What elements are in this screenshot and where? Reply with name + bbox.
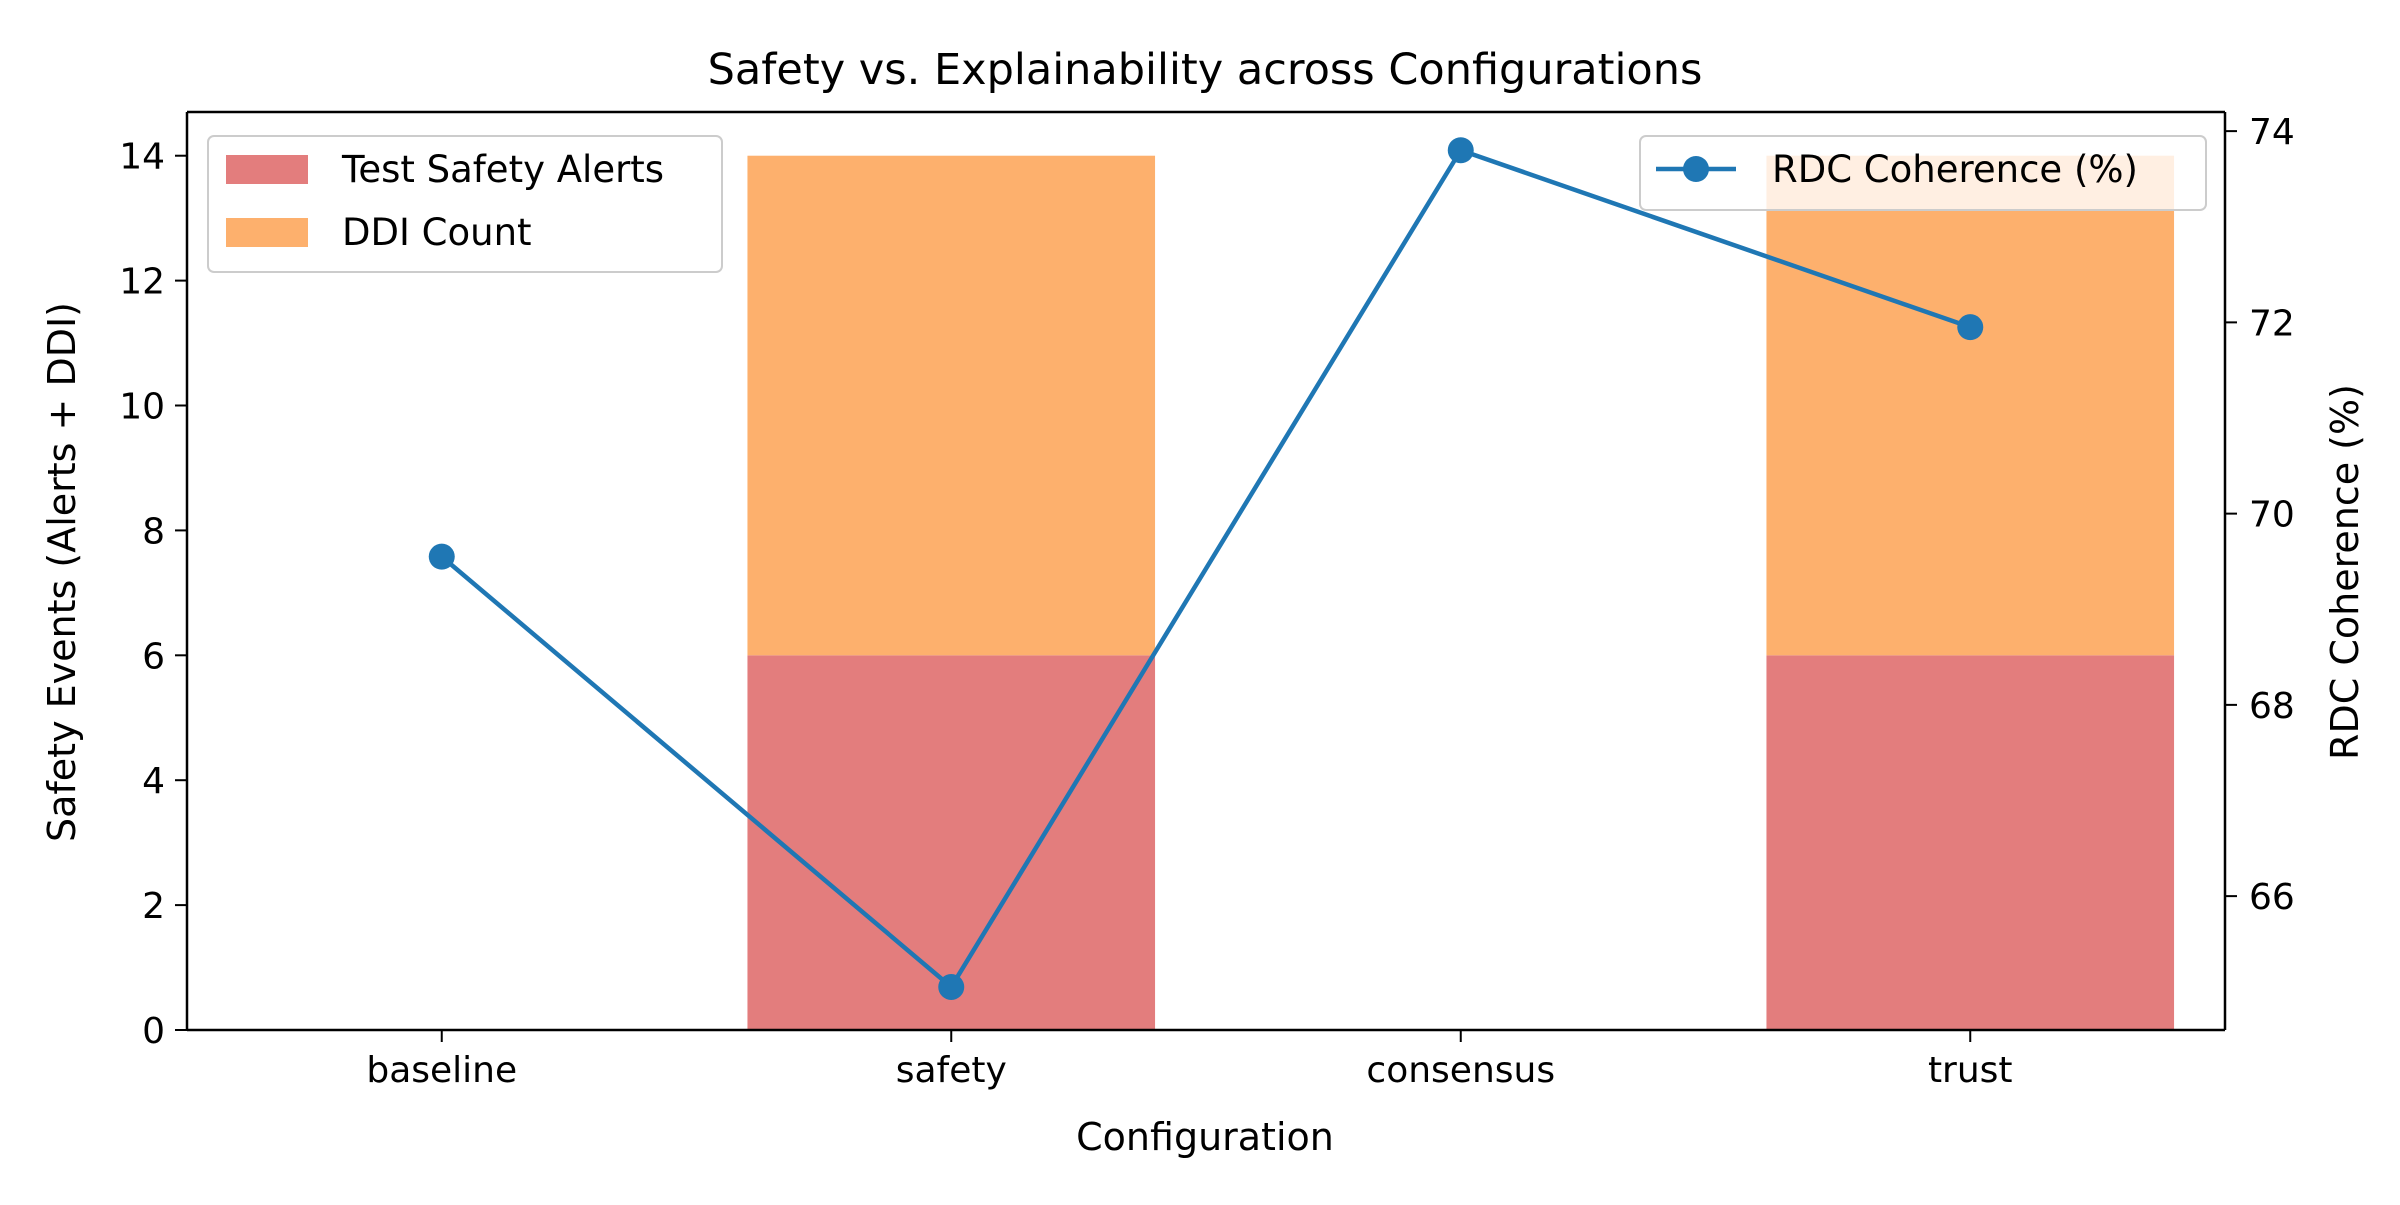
y2-tick-label: 66 <box>2249 877 2295 918</box>
x-tick-label: safety <box>896 1050 1007 1091</box>
y2-tick-label: 68 <box>2249 686 2295 727</box>
line-rdc-coherence <box>440 148 1971 990</box>
legend-bars-frame <box>207 135 723 273</box>
point-rdc-coherence-trust <box>1957 314 1984 341</box>
point-rdc-coherence-safety <box>938 973 965 1000</box>
y-tick-label: 10 <box>119 387 165 428</box>
y2-tick-label: 74 <box>2249 112 2295 153</box>
bar-test-safety-alerts-trust <box>1766 655 2175 1030</box>
legend-swatch <box>226 218 308 247</box>
x-tick-label: baseline <box>366 1050 517 1091</box>
x-axis-label: Configuration <box>1076 1115 1334 1159</box>
y-tick-label: 12 <box>119 262 165 303</box>
bar-ddi-count-trust <box>1766 155 2175 656</box>
point-rdc-coherence-consensus <box>1447 137 1474 164</box>
y-tick-label: 2 <box>142 886 165 927</box>
bar-ddi-count-safety <box>747 155 1156 656</box>
legend-marker <box>1683 156 1709 182</box>
x-tick-label: consensus <box>1366 1050 1555 1091</box>
legend-label: DDI Count <box>342 211 532 254</box>
legend-swatch <box>226 155 308 184</box>
y-tick-label: 6 <box>142 636 165 677</box>
y-tick-label: 14 <box>119 137 165 178</box>
x-tick-label: trust <box>1928 1050 2013 1091</box>
y2-tick-label: 72 <box>2249 303 2295 344</box>
legend-label: Test Safety Alerts <box>341 148 664 191</box>
point-rdc-coherence-baseline <box>428 543 455 570</box>
y-tick-label: 8 <box>142 511 165 552</box>
y2-axis-label: RDC Coherence (%) <box>2323 384 2367 760</box>
y-tick-label: 0 <box>142 1011 165 1052</box>
chart-title: Safety vs. Explainability across Configu… <box>708 45 1703 95</box>
y-axis-label: Safety Events (Alerts + DDI) <box>40 302 84 842</box>
legend-line-frame <box>1639 135 2207 211</box>
y2-tick-label: 70 <box>2249 495 2295 536</box>
legend-label: RDC Coherence (%) <box>1772 148 2138 191</box>
bar-test-safety-alerts-safety <box>747 655 1156 1030</box>
y-tick-label: 4 <box>142 761 165 802</box>
